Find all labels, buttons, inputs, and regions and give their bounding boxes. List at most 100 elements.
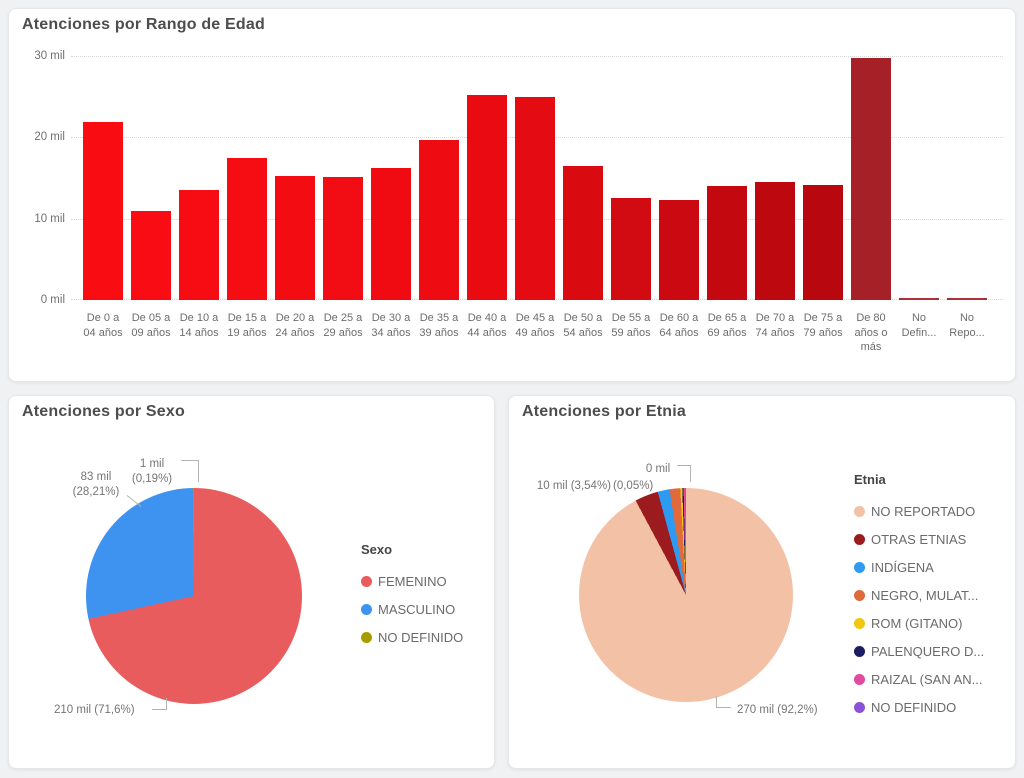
legend-title-etnia: Etnia <box>854 472 886 487</box>
legend-item-6[interactable]: RAIZAL (SAN AN... <box>854 665 984 693</box>
bar-9[interactable] <box>515 96 555 300</box>
legend-dot-icon <box>361 575 372 587</box>
x-label-1: De 05 a 09 años <box>131 312 171 339</box>
legend-sexo: Sexo FEMENINO MASCULINO NO DEFINIDO <box>361 542 463 651</box>
legend-dot-icon <box>854 645 865 657</box>
x-label-17: No Defin... <box>901 312 937 339</box>
legend-label: INDÍGENA <box>871 559 934 575</box>
x-label-0: De 0 a 04 años <box>83 312 123 339</box>
card-atenciones-sexo: Atenciones por Sexo 1 mil (0,19%) 83 mil… <box>8 395 495 769</box>
bar-5[interactable] <box>323 177 363 300</box>
x-label-2: De 10 a 14 años <box>179 312 219 339</box>
callout-line <box>677 465 691 482</box>
callout-no-definido: 1 mil (0,19%) <box>131 458 173 485</box>
legend-dot-icon <box>854 617 865 629</box>
chart-title-rango-edad: Atenciones por Rango de Edad <box>22 16 265 33</box>
x-label-14: De 70 a 74 años <box>755 312 795 339</box>
callout-femenino: 210 mil (71,6%) <box>54 704 135 716</box>
legend-item-3[interactable]: NEGRO, MULAT... <box>854 581 984 609</box>
legend-item-5[interactable]: PALENQUERO D... <box>854 637 984 665</box>
x-label-11: De 55 a 59 años <box>611 312 651 339</box>
card-atenciones-rango-edad: Atenciones por Rango de Edad 30 mil 20 m… <box>8 8 1016 382</box>
legend-item-0[interactable]: FEMENINO <box>361 567 463 595</box>
callout-no-reportado: 270 mil (92,2%) <box>737 704 818 716</box>
bar-15[interactable] <box>803 185 843 300</box>
age-xlabels: De 0 a 04 años De 05 a 09 años De 10 a 14 … <box>79 311 991 355</box>
bar-1[interactable] <box>131 211 171 300</box>
legend-label: NEGRO, MULAT... <box>871 587 979 603</box>
legend-etnia: Etnia NO REPORTADO OTRAS ETNIAS INDÍGENA NE… <box>854 472 984 721</box>
bar-17[interactable] <box>899 298 939 300</box>
x-label-7: De 35 a 39 años <box>419 312 459 339</box>
legend-item-1[interactable]: OTRAS ETNIAS <box>854 525 984 553</box>
x-label-6: De 30 a 34 años <box>371 312 411 339</box>
x-label-8: De 40 a 44 años <box>467 312 507 339</box>
bar-16[interactable] <box>851 58 891 300</box>
legend-item-7[interactable]: NO DEFINIDO <box>854 693 984 721</box>
bar-0[interactable] <box>83 121 123 300</box>
legend-dot-icon <box>854 673 865 685</box>
legend-item-2[interactable]: INDÍGENA <box>854 553 984 581</box>
pie-etnia[interactable] <box>579 488 793 702</box>
callout-masculino: 83 mil (28,21%) <box>72 471 120 498</box>
legend-label: MASCULINO <box>378 601 456 617</box>
bar-18[interactable] <box>947 298 987 300</box>
bar-10[interactable] <box>563 165 603 300</box>
legend-dot-icon <box>854 589 865 601</box>
legend-label: OTRAS ETNIAS <box>871 531 967 547</box>
legend-label: NO DEFINIDO <box>378 629 464 645</box>
legend-item-1[interactable]: MASCULINO <box>361 595 463 623</box>
legend-label: NO DEFINIDO <box>871 699 957 715</box>
x-label-12: De 60 a 64 años <box>659 312 699 339</box>
pie-sexo[interactable] <box>86 488 302 704</box>
bar-8[interactable] <box>467 95 507 300</box>
x-label-9: De 45 a 49 años <box>515 312 555 339</box>
card-atenciones-etnia: Atenciones por Etnia 10 mil (3,54%) 0 mi… <box>508 395 1016 769</box>
legend-title-sexo: Sexo <box>361 542 393 557</box>
bar-3[interactable] <box>227 157 267 300</box>
callout-0mil-line2: (0,05%) <box>613 480 654 492</box>
x-label-10: De 50 a 54 años <box>563 312 603 339</box>
y-tick-10mil: 10 mil <box>34 213 65 225</box>
x-label-15: De 75 a 79 años <box>803 312 843 339</box>
legend-item-4[interactable]: ROM (GITANO) <box>854 609 984 637</box>
callout-otras-etnias: 10 mil (3,54%) <box>536 480 611 492</box>
age-bars <box>79 56 991 300</box>
callout-line <box>152 698 167 710</box>
legend-dot-icon <box>854 533 865 545</box>
x-label-4: De 20 a 24 años <box>275 312 315 339</box>
bar-2[interactable] <box>179 190 219 300</box>
legend-dot-icon <box>854 505 865 517</box>
bar-13[interactable] <box>707 186 747 300</box>
y-tick-30mil: 30 mil <box>34 50 65 62</box>
bar-7[interactable] <box>419 139 459 300</box>
legend-label: RAIZAL (SAN AN... <box>871 671 983 687</box>
legend-dot-icon <box>854 701 865 713</box>
legend-dot-icon <box>361 631 372 643</box>
x-label-3: De 15 a 19 años <box>227 312 267 339</box>
bar-4[interactable] <box>275 175 315 300</box>
bar-12[interactable] <box>659 200 699 300</box>
bar-14[interactable] <box>755 182 795 300</box>
bar-11[interactable] <box>611 197 651 300</box>
x-label-16: De 80 años o más <box>854 312 888 353</box>
legend-label: FEMENINO <box>378 573 447 589</box>
legend-item-0[interactable]: NO REPORTADO <box>854 497 984 525</box>
y-tick-0mil: 0 mil <box>40 294 65 306</box>
x-label-13: De 65 a 69 años <box>707 312 747 339</box>
legend-items-etnia: NO REPORTADO OTRAS ETNIAS INDÍGENA NEGRO, M… <box>854 497 984 721</box>
x-label-5: De 25 a 29 años <box>323 312 363 339</box>
legend-items-sexo: FEMENINO MASCULINO NO DEFINIDO <box>361 567 463 651</box>
legend-dot-icon <box>361 603 372 615</box>
legend-dot-icon <box>854 561 865 573</box>
chart-title-sexo: Atenciones por Sexo <box>22 403 185 420</box>
chart-title-etnia: Atenciones por Etnia <box>522 403 687 420</box>
legend-label: NO REPORTADO <box>871 503 976 519</box>
legend-item-2[interactable]: NO DEFINIDO <box>361 623 463 651</box>
callout-line <box>181 460 199 482</box>
legend-label: PALENQUERO D... <box>871 643 985 659</box>
y-tick-20mil: 20 mil <box>34 131 65 143</box>
callout-0mil-line1: 0 mil <box>645 463 671 475</box>
legend-label: ROM (GITANO) <box>871 615 963 631</box>
bar-6[interactable] <box>371 168 411 300</box>
